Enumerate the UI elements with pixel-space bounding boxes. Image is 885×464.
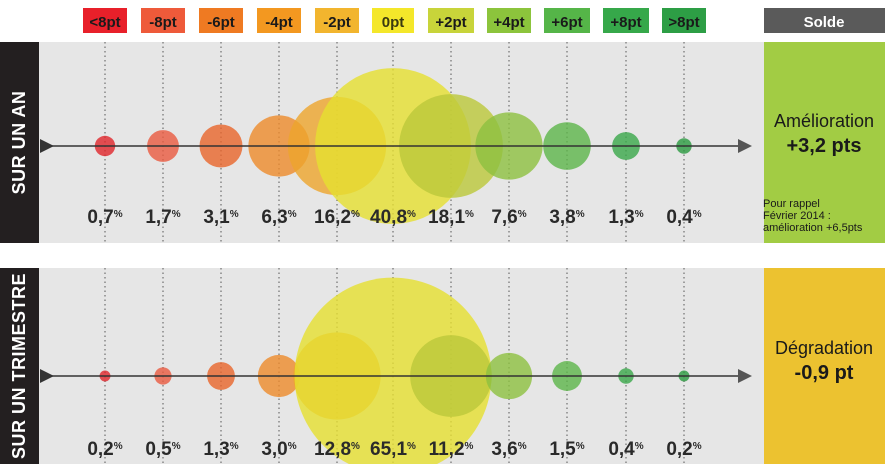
category-tag-label: -6pt — [207, 14, 235, 31]
series-name-label: SUR UN TRIMESTRE — [9, 273, 29, 459]
data-value-label: 0,7% — [87, 207, 122, 228]
data-value-label: 12,8% — [314, 439, 360, 460]
solde-title: Amélioration — [774, 111, 874, 131]
solde-panel — [764, 268, 885, 464]
data-value-label: 6,3% — [261, 207, 296, 228]
data-value-label: 1,3% — [203, 439, 238, 460]
category-tag: +4pt — [487, 8, 531, 33]
series-name-label: SUR UN AN — [9, 91, 29, 195]
data-value-label: 40,8% — [370, 207, 416, 228]
data-value-label: 3,1% — [203, 207, 238, 228]
category-tag-box — [315, 8, 359, 33]
category-tag-label: +8pt — [610, 14, 641, 31]
solde-header-box — [764, 8, 885, 33]
solde-note-line: amélioration +6,5pts — [763, 222, 863, 234]
category-tag-box — [487, 8, 531, 33]
data-value-label: 0,2% — [87, 439, 122, 460]
series-side-band — [0, 42, 39, 243]
category-tag: <8pt — [83, 8, 127, 33]
axis-arrow-right — [738, 139, 752, 153]
category-tag: -4pt — [257, 8, 301, 33]
data-value-label: 16,2% — [314, 207, 360, 228]
series-side-band — [0, 268, 39, 464]
data-value-label: 65,1% — [370, 439, 416, 460]
category-tag-label: +6pt — [551, 14, 582, 31]
solde-note-line: Pour rappel — [763, 198, 820, 210]
data-value-label: 1,3% — [608, 207, 643, 228]
category-tag-label: >8pt — [668, 14, 699, 31]
category-tag: +8pt — [603, 8, 649, 33]
data-value-label: 3,8% — [549, 207, 584, 228]
category-tag-box — [199, 8, 243, 33]
category-tag: >8pt — [662, 8, 706, 33]
data-value-label: 0,2% — [666, 439, 701, 460]
data-value-label: 0,4% — [666, 207, 701, 228]
data-bubble — [294, 277, 492, 464]
axis-arrow-left — [40, 139, 54, 153]
solde-panel — [764, 42, 885, 243]
category-tag-box — [544, 8, 590, 33]
solde-value: +3,2 pts — [786, 135, 861, 157]
category-tag: -2pt — [315, 8, 359, 33]
axis-arrow-left — [40, 369, 54, 383]
data-value-label: 1,5% — [549, 439, 584, 460]
category-tag: 0pt — [372, 8, 414, 33]
data-value-label: 11,2% — [429, 439, 474, 460]
category-tag-box — [428, 8, 474, 33]
category-tag-box — [603, 8, 649, 33]
data-value-label: 18,1% — [428, 207, 474, 228]
category-tag-label: +4pt — [493, 14, 524, 31]
data-value-label: 0,4% — [608, 439, 643, 460]
category-tag-label: <8pt — [89, 14, 120, 31]
category-tag-box — [662, 8, 706, 33]
category-tag-box — [257, 8, 301, 33]
data-value-label: 1,7% — [145, 207, 180, 228]
solde-value: -0,9 pt — [795, 362, 854, 384]
category-tag-box — [372, 8, 414, 33]
data-value-label: 3,0% — [261, 439, 296, 460]
category-tag: +2pt — [428, 8, 474, 33]
category-tag-box — [83, 8, 127, 33]
category-tag-label: -8pt — [149, 14, 177, 31]
category-tag-label: 0pt — [382, 14, 405, 31]
category-tag-label: -2pt — [323, 14, 351, 31]
axis-arrow-right — [738, 369, 752, 383]
solde-title: Dégradation — [775, 338, 873, 358]
data-value-label: 0,5% — [145, 439, 180, 460]
data-value-label: 3,6% — [491, 439, 526, 460]
category-tag-label: +2pt — [435, 14, 466, 31]
category-tag-label: -4pt — [265, 14, 293, 31]
category-tag: -6pt — [199, 8, 243, 33]
solde-note-line: Février 2014 : — [763, 210, 831, 222]
solde-header-label: Solde — [804, 14, 845, 31]
data-value-label: 7,6% — [491, 207, 526, 228]
category-tag: +6pt — [544, 8, 590, 33]
category-tag-box — [141, 8, 185, 33]
category-tag: -8pt — [141, 8, 185, 33]
